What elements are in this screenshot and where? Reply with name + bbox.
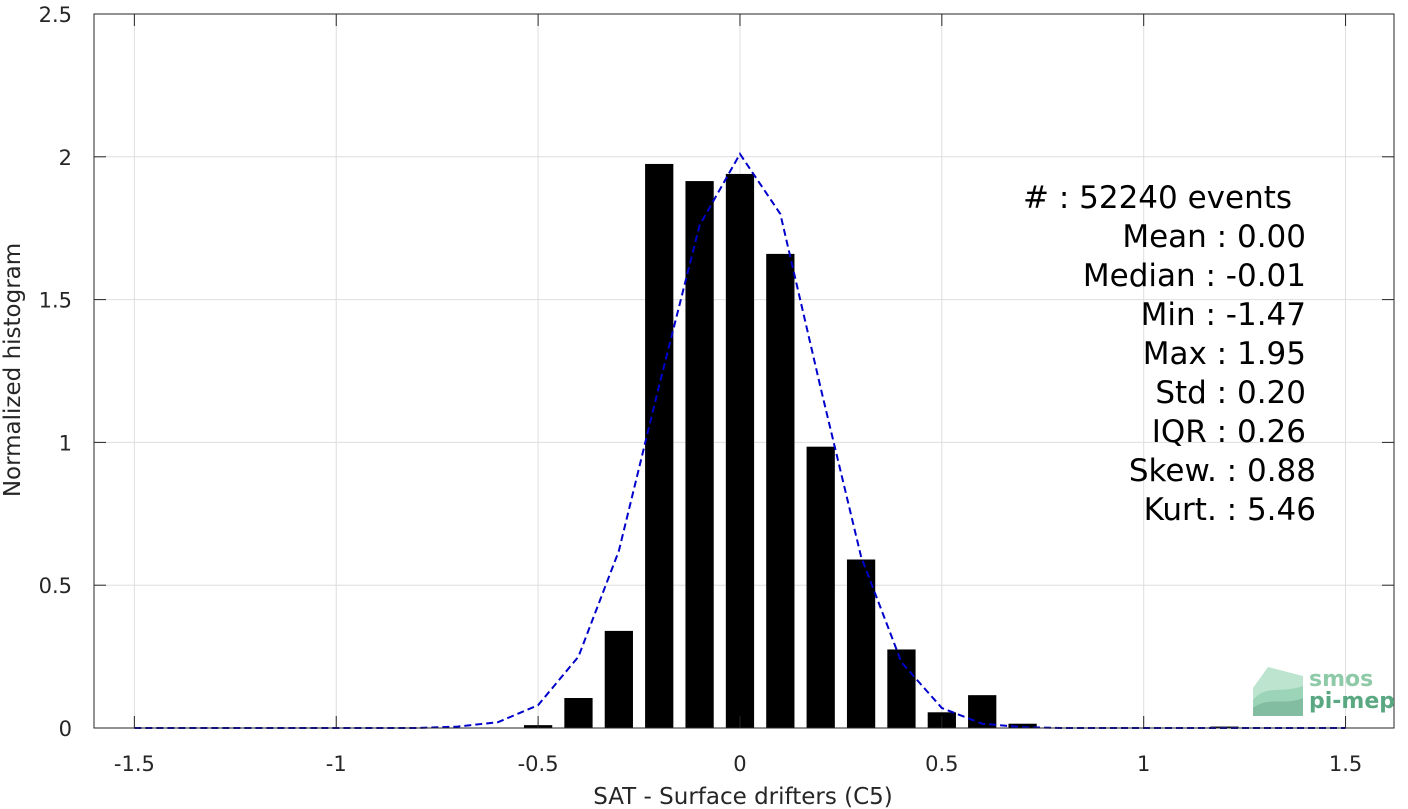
x-tick-label: 1.5 [1329,752,1362,776]
y-tick-label: 2 [59,146,72,170]
stats-line: Median : -0.01 [1083,258,1306,294]
x-tick-label: -1.5 [114,752,155,776]
x-axis-title: SAT - Surface drifters (C5) [593,784,893,809]
y-tick-label: 0.5 [39,574,72,598]
logo-wave-icon [1253,667,1303,716]
axis-ticks [94,13,1394,729]
x-tick-label: 0.5 [925,752,958,776]
y-tick-label: 2.5 [39,3,72,27]
stats-line: Min : -1.47 [1141,297,1306,333]
histogram-bar [645,163,674,728]
histogram-bar [685,181,714,729]
stats-line: Kurt. : 5.46 [1144,492,1316,528]
y-tick-labels: 0 0.5 1 1.5 2 2.5 [39,3,72,741]
y-tick-label: 1.5 [39,289,72,313]
histogram-bar [564,698,593,728]
stats-line: Mean : 0.00 [1122,219,1306,255]
plot-area-frame [93,13,1395,729]
x-tick-label: 0 [733,752,746,776]
logo-text-line1: smos [1309,667,1373,692]
histogram-bar [968,695,997,728]
y-tick-label: 0 [59,717,72,741]
y-axis-title: Normalized histogram [0,243,26,497]
y-tick-label: 1 [59,431,72,455]
stats-line: Std : 0.20 [1155,375,1306,411]
histogram-bars [523,163,1239,729]
x-tick-labels: -1.5 -1 -0.5 0 0.5 1 1.5 [114,752,1362,776]
smos-pi-mep-logo: smos pi-mep [1253,667,1395,716]
stats-line: IQR : 0.26 [1152,414,1306,450]
x-tick-label: 1 [1137,752,1150,776]
x-tick-label: -1 [326,752,347,776]
histogram-bar [846,559,876,728]
histogram-bar [806,446,835,728]
histogram-bar [887,649,916,728]
histogram-bar [1008,723,1037,728]
histogram-bar [604,630,633,728]
stats-line: # : 52240 events [1023,180,1292,216]
stats-line: Max : 1.95 [1143,336,1306,372]
histogram-bar [725,173,755,728]
logo-text-line2: pi-mep [1309,689,1395,714]
stats-line: Skew. : 0.88 [1129,453,1316,489]
x-tick-label: -0.5 [518,752,559,776]
histogram-bar [766,253,795,729]
